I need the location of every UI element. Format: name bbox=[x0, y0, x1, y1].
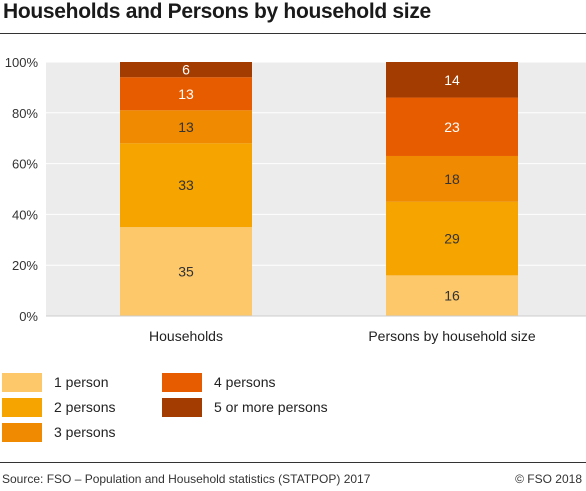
legend-item-5-or-more-persons: 5 or more persons bbox=[162, 397, 328, 417]
data-label: 13 bbox=[178, 86, 194, 102]
source-note: Source: FSO – Population and Household s… bbox=[2, 472, 371, 486]
data-label: 23 bbox=[444, 119, 460, 135]
data-label: 33 bbox=[178, 177, 194, 193]
legend-swatch-2-persons bbox=[2, 397, 42, 417]
data-label: 16 bbox=[444, 288, 460, 304]
legend-label-4-persons: 4 persons bbox=[214, 374, 276, 390]
legend-swatch-3-persons bbox=[2, 422, 42, 442]
bar-segment bbox=[386, 155, 518, 202]
y-tick-label: 20% bbox=[12, 258, 38, 273]
legend-item-1-person: 1 person bbox=[2, 372, 108, 392]
chart-title: Households and Persons by household size bbox=[3, 0, 431, 23]
y-tick-label: 40% bbox=[12, 207, 38, 222]
title-divider bbox=[0, 33, 586, 34]
bar-segment bbox=[386, 201, 518, 276]
legend-label-5-or-more-persons: 5 or more persons bbox=[214, 399, 328, 415]
y-tick-label: 60% bbox=[12, 157, 38, 172]
legend-label-2-persons: 2 persons bbox=[54, 399, 116, 415]
x-category-label: Households bbox=[149, 328, 223, 344]
data-label: 13 bbox=[178, 119, 194, 135]
legend-label-3-persons: 3 persons bbox=[54, 424, 116, 440]
y-tick-label: 100% bbox=[5, 55, 39, 70]
data-label: 18 bbox=[444, 171, 460, 187]
bar-segment bbox=[120, 77, 252, 111]
bar-segment bbox=[120, 110, 252, 144]
bar-segment bbox=[120, 227, 252, 316]
legend-swatch-1-person bbox=[2, 372, 42, 392]
bar-segment bbox=[386, 275, 518, 316]
legend-item-2-persons: 2 persons bbox=[2, 397, 115, 417]
legend-swatch-4-persons bbox=[162, 372, 202, 392]
bar-segment bbox=[120, 62, 252, 78]
legend-swatch-5-or-more-persons bbox=[162, 397, 202, 417]
y-tick-label: 80% bbox=[12, 106, 38, 121]
data-label: 14 bbox=[444, 72, 460, 88]
x-category-label: Persons by household size bbox=[368, 328, 536, 344]
bar-segment bbox=[386, 62, 518, 98]
y-tick-label: 0% bbox=[19, 309, 38, 324]
bar-segment bbox=[120, 143, 252, 228]
data-label: 35 bbox=[178, 264, 194, 280]
copyright-note: © FSO 2018 bbox=[515, 472, 582, 486]
legend-item-3-persons: 3 persons bbox=[2, 422, 115, 442]
footer-divider bbox=[0, 462, 586, 463]
data-label: 6 bbox=[182, 62, 190, 78]
bar-segment bbox=[386, 97, 518, 156]
legend: 1 person 2 persons 3 persons 4 persons 5… bbox=[0, 370, 586, 450]
stacked-bar-chart: 0% 20% 40% 60% 80% 100% 35 33 13 13 6 Households 16 2… bbox=[5, 55, 586, 344]
data-label: 29 bbox=[444, 231, 460, 247]
legend-item-4-persons: 4 persons bbox=[162, 372, 275, 392]
legend-label-1-person: 1 person bbox=[54, 374, 109, 390]
